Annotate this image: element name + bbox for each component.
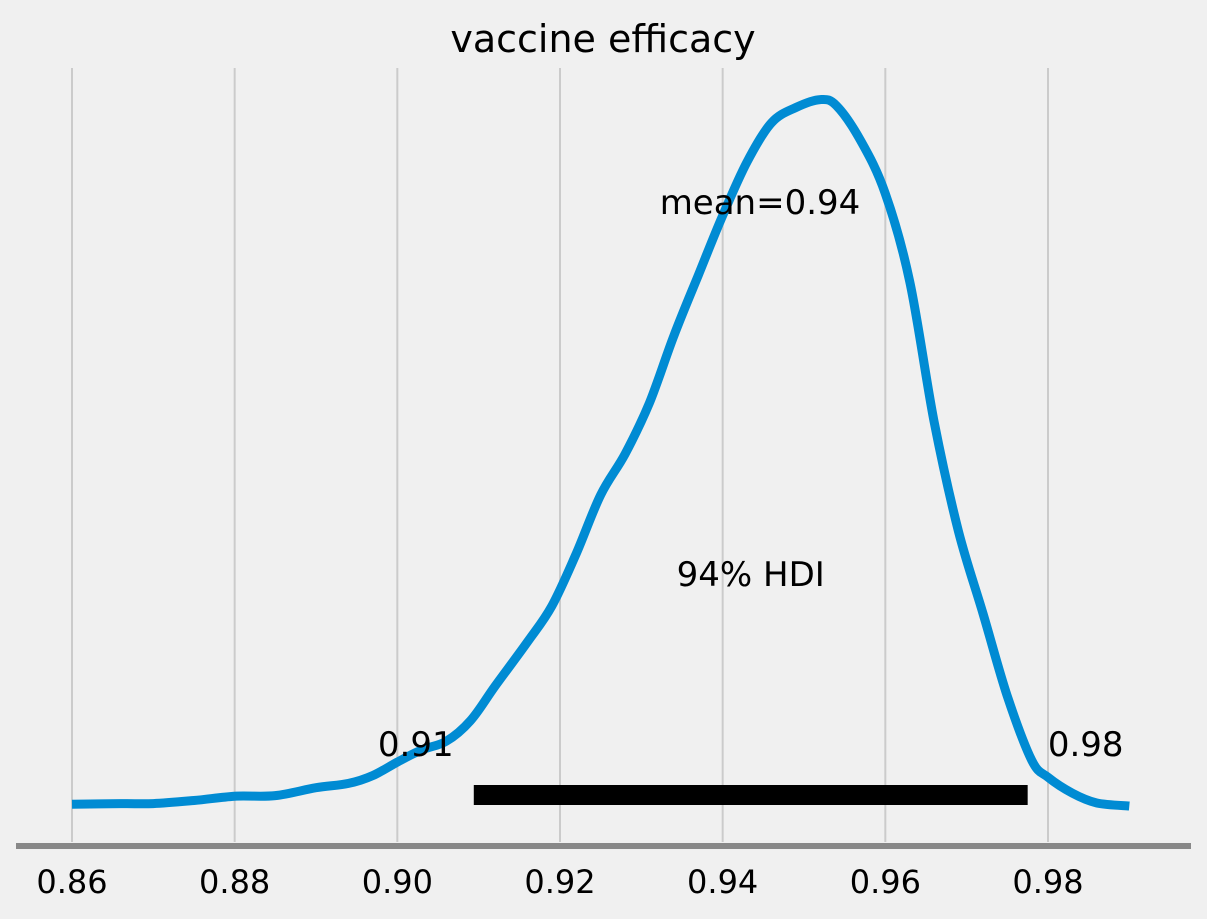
x-tick-labels: 0.86 0.88 0.90 0.92 0.94 0.96 0.98 bbox=[36, 863, 1083, 901]
x-tick-label-5: 0.96 bbox=[850, 863, 921, 901]
x-tick-label-0: 0.86 bbox=[36, 863, 107, 901]
hdi-high-label: 0.98 bbox=[1048, 725, 1124, 765]
density-curve bbox=[71, 94, 1130, 811]
hdi-label: 94% HDI bbox=[677, 555, 825, 595]
x-tick-label-3: 0.92 bbox=[524, 863, 595, 901]
chart-title: vaccine efficacy bbox=[450, 17, 755, 61]
mean-label: mean=0.94 bbox=[660, 183, 861, 223]
x-tick-label-6: 0.98 bbox=[1012, 863, 1083, 901]
hdi-low-label: 0.91 bbox=[378, 725, 454, 765]
x-tick-label-1: 0.88 bbox=[199, 863, 270, 901]
x-tick-label-4: 0.94 bbox=[687, 863, 758, 901]
x-tick-label-2: 0.90 bbox=[362, 863, 433, 901]
